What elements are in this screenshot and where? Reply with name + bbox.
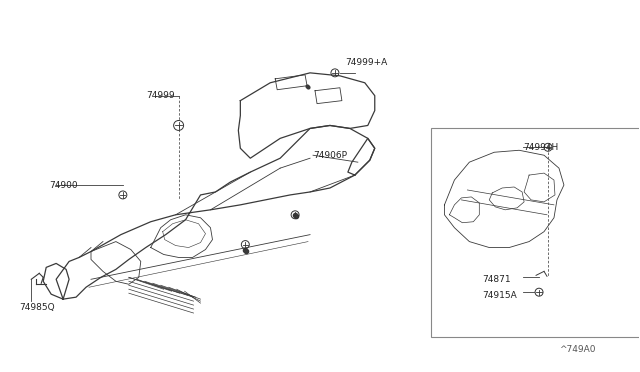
Text: 74906P: 74906P xyxy=(313,151,347,160)
Text: 74900: 74900 xyxy=(49,180,78,189)
Text: 74985Q: 74985Q xyxy=(19,302,55,312)
Text: 74999: 74999 xyxy=(146,91,174,100)
Text: 74999+A: 74999+A xyxy=(345,58,387,67)
Text: 74994H: 74994H xyxy=(523,143,558,152)
Text: 74915A: 74915A xyxy=(483,291,517,300)
Bar xyxy=(431,128,639,337)
Text: 74871: 74871 xyxy=(483,275,511,284)
Text: ^749A0: ^749A0 xyxy=(559,345,595,354)
